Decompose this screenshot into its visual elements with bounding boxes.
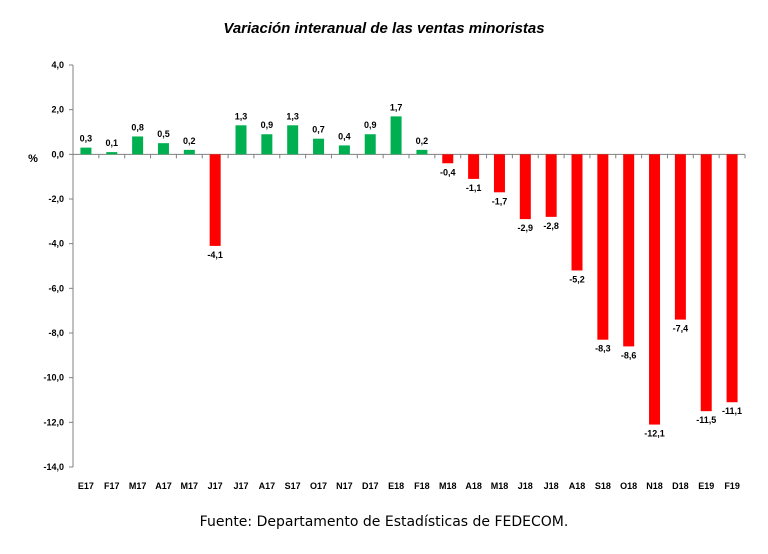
bar: [649, 154, 661, 425]
bar: [209, 154, 221, 246]
y-tick-label: -4,0: [48, 239, 64, 249]
data-label: 0,7: [312, 125, 325, 135]
data-label: 1,7: [390, 102, 403, 112]
data-label: -1,7: [492, 196, 508, 206]
bar: [442, 154, 454, 164]
chart-title: Variación interanual de las ventas minor…: [223, 20, 545, 37]
y-tick-label: -14,0: [43, 462, 64, 472]
y-axis-label: %: [28, 153, 38, 165]
x-tick-label: N18: [646, 481, 663, 491]
bar: [623, 154, 635, 347]
x-tick-label: F17: [104, 481, 120, 491]
data-label: -2,9: [518, 223, 534, 233]
data-label: 0,1: [106, 138, 119, 148]
bar: [571, 154, 583, 271]
x-tick-label: J17: [208, 481, 223, 491]
x-tick-label: J17: [233, 481, 248, 491]
x-tick-label: A18: [569, 481, 586, 491]
y-tick-label: -6,0: [48, 283, 64, 293]
x-tick-label: S18: [595, 481, 611, 491]
bar: [726, 154, 738, 403]
bar: [519, 154, 531, 220]
chart-labels: 0,3 E17 0,1 F17 0,8 M17 0,5 A17 0,2 M17 -4,1 J17 1,3…: [78, 102, 742, 491]
x-tick-label: E19: [698, 481, 714, 491]
x-tick-label: D17: [362, 481, 379, 491]
bar: [313, 138, 325, 155]
x-tick-label: F18: [414, 481, 430, 491]
data-label: 0,9: [364, 120, 377, 130]
data-label: -11,1: [722, 406, 742, 416]
bar: [468, 154, 480, 179]
y-tick-label: 2,0: [51, 105, 64, 115]
data-label: -1,1: [466, 183, 482, 193]
bar: [338, 145, 350, 155]
x-tick-label: E18: [388, 481, 404, 491]
x-tick-label: J18: [518, 481, 533, 491]
x-tick-label: F19: [724, 481, 740, 491]
bar: [261, 134, 273, 155]
data-label: -8,6: [621, 350, 637, 360]
data-label: -12,1: [644, 429, 665, 439]
x-tick-label: M17: [129, 481, 147, 491]
x-tick-label: J18: [544, 481, 559, 491]
chart-bars: [80, 116, 738, 425]
data-label: 0,9: [261, 120, 274, 130]
bar: [287, 125, 299, 155]
data-label: 1,3: [235, 111, 248, 121]
data-label: 0,5: [157, 129, 170, 139]
data-label: -8,3: [595, 344, 611, 354]
x-tick-label: S17: [285, 481, 301, 491]
bar: [364, 134, 376, 155]
x-tick-label: A18: [465, 481, 482, 491]
x-tick-label: E17: [78, 481, 94, 491]
x-tick-label: D18: [672, 481, 689, 491]
y-tick-label: -12,0: [43, 417, 64, 427]
x-tick-label: A17: [259, 481, 276, 491]
x-tick-label: A17: [155, 481, 172, 491]
x-tick-label: M18: [439, 481, 457, 491]
x-tick-label: O17: [310, 481, 327, 491]
bar: [700, 154, 712, 412]
bar: [157, 143, 169, 155]
data-label: -4,1: [207, 250, 223, 260]
bar: [493, 154, 505, 193]
bar: [597, 154, 609, 340]
data-label: 0,2: [183, 136, 196, 146]
data-label: 1,3: [286, 111, 299, 121]
data-label: 0,2: [416, 136, 429, 146]
x-tick-label: M18: [491, 481, 509, 491]
data-label: -5,2: [569, 274, 585, 284]
bar: [80, 147, 92, 155]
data-label: -11,5: [696, 415, 716, 425]
data-label: 0,4: [338, 131, 351, 141]
x-tick-label: M17: [181, 481, 199, 491]
y-tick-label: 0,0: [51, 149, 64, 159]
data-label: -2,8: [543, 221, 559, 231]
y-tick-label: 4,0: [51, 60, 64, 70]
x-tick-label: N17: [336, 481, 353, 491]
data-label: 0,8: [131, 122, 144, 132]
y-tick-label: -2,0: [48, 194, 64, 204]
bar: [674, 154, 686, 320]
bar: [416, 149, 428, 155]
bar: [545, 154, 557, 217]
data-label: -0,4: [440, 167, 456, 177]
bar: [106, 152, 118, 155]
bar: [390, 116, 402, 155]
data-label: -7,4: [673, 324, 689, 334]
bar: [183, 149, 195, 155]
x-tick-label: O18: [620, 481, 637, 491]
bar: [235, 125, 247, 155]
source-note: Fuente: Departamento de Estadísticas de …: [199, 514, 569, 530]
data-label: 0,3: [80, 134, 93, 144]
y-tick-label: -10,0: [43, 373, 64, 383]
bar: [132, 136, 144, 155]
y-tick-label: -8,0: [48, 328, 64, 338]
